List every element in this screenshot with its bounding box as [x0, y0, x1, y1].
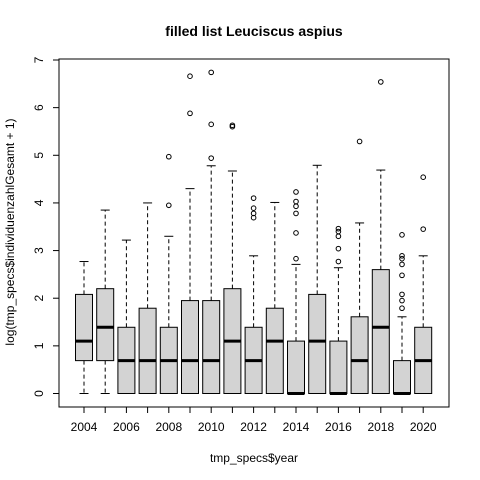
outlier-2016-0 — [336, 259, 341, 264]
x-tick-label-2014: 2014 — [283, 420, 310, 434]
x-tick-label-2010: 2010 — [198, 420, 225, 434]
y-tick-label-3: 3 — [32, 247, 46, 254]
box-rect-2005 — [97, 289, 114, 361]
outlier-2016-4 — [336, 226, 341, 231]
box-rect-2017 — [351, 317, 368, 394]
y-tick-label-5: 5 — [32, 152, 46, 159]
box-2017 — [351, 139, 368, 393]
y-tick-label-2: 2 — [32, 295, 46, 302]
box-2007 — [139, 203, 156, 394]
x-tick-label-2018: 2018 — [367, 420, 394, 434]
outlier-2012-3 — [251, 196, 256, 201]
box-2019 — [394, 233, 411, 394]
outlier-2012-2 — [251, 206, 256, 211]
y-axis: 0 1 2 3 4 5 6 7 — [32, 56, 59, 397]
y-axis-label: log(tmp_specs$individuenzahlGesamt + 1) — [3, 118, 17, 345]
outlier-2017-0 — [357, 139, 362, 144]
box-2020 — [415, 175, 432, 394]
y-tick-label-7: 7 — [32, 56, 46, 63]
box-rect-2010 — [203, 301, 220, 394]
x-axis-label: tmp_specs$year — [210, 451, 298, 465]
outlier-2019-6 — [400, 254, 405, 259]
box-rect-2014 — [288, 341, 305, 393]
box-rect-2013 — [266, 308, 283, 393]
outlier-2010-0 — [209, 156, 214, 161]
y-tick-label-1: 1 — [32, 342, 46, 349]
box-rect-2004 — [76, 294, 93, 360]
outlier-2014-3 — [294, 204, 299, 209]
box-2010 — [203, 70, 220, 393]
y-tick-label-0: 0 — [32, 390, 46, 397]
box-2016 — [330, 226, 347, 393]
chart-title: filled list Leuciscus aspius — [165, 23, 343, 39]
outlier-2019-7 — [400, 233, 405, 238]
outlier-2014-4 — [294, 199, 299, 204]
outlier-2019-1 — [400, 298, 405, 303]
box-2004 — [76, 262, 93, 394]
outlier-2020-0 — [421, 227, 426, 232]
y-tick-label-6: 6 — [32, 104, 46, 111]
outlier-2008-0 — [167, 203, 172, 208]
outlier-2014-5 — [294, 190, 299, 195]
outlier-2020-1 — [421, 175, 426, 180]
box-2012 — [245, 196, 262, 394]
outlier-2018-0 — [379, 80, 384, 85]
outlier-2016-2 — [336, 234, 341, 239]
box-2013 — [266, 202, 283, 393]
outlier-2014-1 — [294, 231, 299, 236]
box-2009 — [182, 74, 199, 394]
box-2014 — [288, 190, 305, 394]
box-rect-2019 — [394, 361, 411, 394]
box-2008 — [160, 154, 177, 393]
box-rect-2018 — [372, 270, 389, 394]
outlier-2014-0 — [294, 256, 299, 261]
box-rect-2009 — [182, 301, 199, 394]
outlier-2010-2 — [209, 70, 214, 75]
x-axis: 2004 2006 2008 2010 2012 2014 2016 2018 2020 — [71, 407, 437, 434]
outlier-2009-1 — [188, 74, 193, 79]
box-2006 — [118, 240, 135, 393]
x-tick-label-2004: 2004 — [71, 420, 98, 434]
box-2018 — [372, 80, 389, 394]
outlier-2019-0 — [400, 306, 405, 311]
box-2011 — [224, 123, 241, 394]
box-rect-2015 — [309, 294, 326, 393]
box-2015 — [309, 165, 326, 393]
y-tick-label-4: 4 — [32, 199, 46, 206]
x-tick-label-2012: 2012 — [240, 420, 267, 434]
outlier-2008-1 — [167, 154, 172, 159]
box-rect-2016 — [330, 341, 347, 393]
box-rect-2007 — [139, 308, 156, 393]
outlier-2019-2 — [400, 292, 405, 297]
x-tick-label-2020: 2020 — [410, 420, 437, 434]
x-tick-label-2008: 2008 — [155, 420, 182, 434]
outlier-2019-3 — [400, 273, 405, 278]
box-2005 — [97, 210, 114, 393]
outlier-2010-1 — [209, 122, 214, 127]
outlier-2014-2 — [294, 211, 299, 216]
outlier-2016-1 — [336, 246, 341, 251]
x-tick-label-2016: 2016 — [325, 420, 352, 434]
outlier-2009-0 — [188, 111, 193, 116]
outlier-2019-4 — [400, 262, 405, 267]
boxes-group — [76, 70, 432, 393]
x-tick-label-2006: 2006 — [113, 420, 140, 434]
